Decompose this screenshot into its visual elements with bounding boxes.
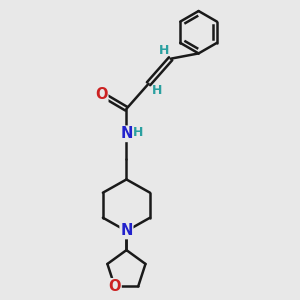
Text: H: H (152, 84, 162, 97)
Text: N: N (120, 126, 133, 141)
Text: H: H (133, 126, 143, 139)
Text: H: H (159, 44, 169, 57)
Text: N: N (120, 224, 133, 238)
Text: O: O (95, 87, 108, 102)
Text: O: O (108, 279, 121, 294)
